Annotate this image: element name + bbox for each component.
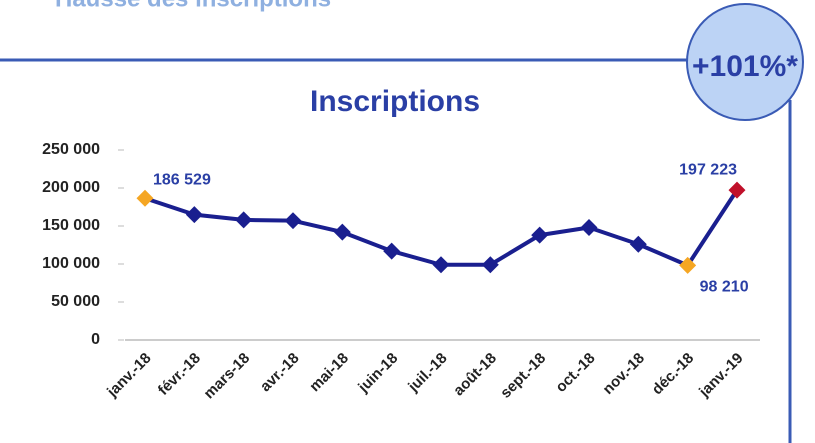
marker [432, 256, 450, 274]
x-tick-label: juin-18 [354, 350, 401, 397]
line [144, 189, 739, 268]
marker [531, 226, 549, 244]
y-tick-label: 250 000 [42, 141, 100, 158]
x-tick-label: janv.-19 [695, 350, 746, 401]
marker [728, 181, 746, 199]
x-tick-label: juil.-18 [404, 350, 450, 396]
marker [383, 242, 401, 260]
marker [185, 206, 203, 224]
y-tick-label: 150 000 [42, 217, 100, 234]
y-tick-label: 0 [91, 331, 100, 348]
y-tick-label: 200 000 [42, 179, 100, 196]
marker [136, 189, 154, 207]
badge [686, 3, 804, 121]
data-label: 197 223 [679, 161, 737, 178]
marker [235, 211, 253, 229]
marker [629, 235, 647, 253]
data-label: 186 529 [153, 171, 211, 188]
y-tick-label: 100 000 [42, 255, 100, 272]
x-tick-label: sept.-18 [497, 350, 549, 402]
x-tick-label: oct.-18 [552, 350, 598, 396]
marker [284, 212, 302, 230]
x-tick-label: févr.-18 [155, 350, 204, 399]
data-label: 98 210 [700, 279, 749, 296]
marker [333, 223, 351, 241]
x-tick-label: mai-18 [306, 350, 352, 396]
x-tick-label: janv.-18 [103, 350, 154, 401]
marker [580, 219, 598, 237]
marker [481, 256, 499, 274]
badge-text: +101%* [692, 50, 798, 83]
marker [679, 256, 697, 274]
x-tick-label: avr.-18 [257, 350, 303, 396]
x-tick-label: déc.-18 [649, 350, 698, 399]
x-tick-label: août-18 [450, 350, 500, 400]
x-tick-label: nov.-18 [600, 350, 648, 398]
header-title: Hausse des inscriptions [55, 0, 331, 12]
y-tick-label: 50 000 [51, 293, 100, 310]
x-tick-label: mars-18 [201, 350, 254, 403]
chart-title: Inscriptions [310, 85, 480, 118]
